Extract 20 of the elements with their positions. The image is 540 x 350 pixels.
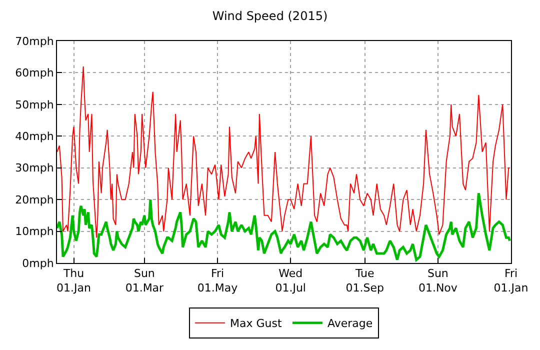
y-tick-label: 20mph — [15, 193, 54, 206]
x-tick-label: Thu 01.Jan — [56, 267, 92, 294]
y-tick-label: 60mph — [15, 66, 54, 80]
x-tick-label: Wed 01.Jul — [275, 267, 306, 294]
y-tick-label: 40mph — [15, 130, 54, 143]
x-tick-label: Fri 01.May — [197, 267, 238, 294]
y-tick-label: 0mph — [22, 256, 54, 270]
chart-title: Wind Speed (2015) — [212, 8, 328, 23]
y-tick-label: 50mph — [15, 98, 54, 112]
y-tick-label: 70mph — [15, 34, 54, 48]
x-tick-label: Tue 01.Sep — [346, 267, 384, 294]
x-tick-label: Sun 01.Nov — [418, 267, 458, 294]
line-series — [57, 66, 510, 238]
x-tick-label: Sun 01.Mar — [125, 267, 164, 294]
y-tick-label: 10mph — [15, 225, 54, 238]
line-series — [57, 192, 511, 262]
legend-label: Average — [327, 317, 373, 330]
x-tick-label: Fri 01.Jan — [494, 267, 528, 294]
legend-label: Max Gust — [230, 317, 282, 330]
y-tick-label: 30mph — [15, 162, 54, 175]
